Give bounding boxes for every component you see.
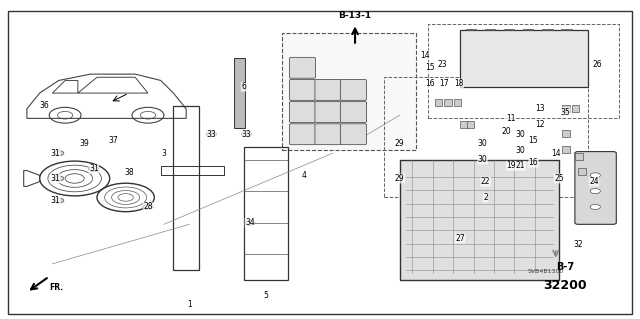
Text: 19: 19 <box>506 161 516 170</box>
Circle shape <box>207 132 217 137</box>
Text: 31: 31 <box>89 165 99 174</box>
FancyBboxPatch shape <box>399 160 559 280</box>
Text: B-7: B-7 <box>556 262 574 272</box>
Text: 32200: 32200 <box>543 279 587 293</box>
FancyBboxPatch shape <box>460 30 588 87</box>
Text: 39: 39 <box>79 139 89 148</box>
FancyBboxPatch shape <box>315 102 341 122</box>
Text: 22: 22 <box>481 177 490 186</box>
Bar <box>460 121 468 128</box>
Circle shape <box>590 189 600 194</box>
Bar <box>562 130 570 137</box>
Circle shape <box>54 176 64 181</box>
Text: 35: 35 <box>561 108 570 116</box>
Text: 31: 31 <box>51 149 60 158</box>
Bar <box>444 99 452 106</box>
Text: 21: 21 <box>516 161 525 170</box>
Text: B-13-1: B-13-1 <box>339 11 372 20</box>
Bar <box>234 58 246 128</box>
Text: 20: 20 <box>501 127 511 136</box>
Text: 6: 6 <box>241 82 246 91</box>
FancyBboxPatch shape <box>340 79 367 100</box>
Text: 31: 31 <box>51 174 60 183</box>
Bar <box>454 99 461 106</box>
Text: 16: 16 <box>425 79 435 88</box>
Text: 25: 25 <box>554 174 564 183</box>
Text: 33: 33 <box>207 130 216 139</box>
Text: 34: 34 <box>245 218 255 227</box>
Bar <box>384 77 588 197</box>
Text: 13: 13 <box>535 104 545 113</box>
Bar <box>435 99 442 106</box>
Text: 31: 31 <box>51 196 60 205</box>
Bar <box>575 152 582 160</box>
Text: 30: 30 <box>516 130 525 139</box>
Circle shape <box>590 173 600 178</box>
Bar <box>467 121 474 128</box>
Text: 24: 24 <box>589 177 599 186</box>
Circle shape <box>54 151 64 156</box>
Text: 27: 27 <box>456 234 465 243</box>
Circle shape <box>245 220 255 225</box>
Text: 3: 3 <box>161 149 166 158</box>
Text: 18: 18 <box>454 79 463 88</box>
Text: 29: 29 <box>395 174 404 183</box>
Text: 1: 1 <box>187 300 192 309</box>
Bar <box>282 33 415 150</box>
Text: 38: 38 <box>124 168 134 177</box>
Text: 15: 15 <box>425 63 435 72</box>
FancyBboxPatch shape <box>289 79 316 100</box>
Bar <box>562 146 570 153</box>
Circle shape <box>89 167 99 172</box>
Bar <box>562 105 570 112</box>
Circle shape <box>54 198 64 203</box>
Text: 12: 12 <box>535 120 545 129</box>
FancyBboxPatch shape <box>575 152 616 224</box>
Text: 14: 14 <box>420 51 430 60</box>
FancyBboxPatch shape <box>315 124 341 145</box>
Text: 30: 30 <box>516 145 525 154</box>
FancyBboxPatch shape <box>315 79 341 100</box>
Text: 2: 2 <box>483 193 488 202</box>
Text: 11: 11 <box>506 114 516 123</box>
FancyBboxPatch shape <box>340 124 367 145</box>
Text: 5: 5 <box>264 291 268 300</box>
Text: 30: 30 <box>477 155 488 164</box>
Text: 16: 16 <box>529 158 538 167</box>
Text: 23: 23 <box>438 60 447 69</box>
Text: 36: 36 <box>40 101 49 110</box>
Circle shape <box>590 204 600 210</box>
Text: 37: 37 <box>108 136 118 145</box>
Text: SVB4B1300: SVB4B1300 <box>528 269 564 274</box>
Text: 15: 15 <box>529 136 538 145</box>
Text: 30: 30 <box>477 139 488 148</box>
Bar <box>572 105 579 112</box>
FancyBboxPatch shape <box>289 57 316 78</box>
Text: 4: 4 <box>301 171 307 180</box>
FancyBboxPatch shape <box>289 124 316 145</box>
Bar <box>428 24 620 118</box>
FancyBboxPatch shape <box>340 102 367 122</box>
Text: 28: 28 <box>143 203 153 211</box>
Text: 14: 14 <box>551 149 561 158</box>
Circle shape <box>143 204 153 210</box>
Bar <box>161 166 225 175</box>
Text: 17: 17 <box>440 79 449 88</box>
Text: 29: 29 <box>395 139 404 148</box>
Text: 26: 26 <box>593 60 602 69</box>
Circle shape <box>242 132 252 137</box>
Text: 33: 33 <box>242 130 252 139</box>
FancyBboxPatch shape <box>289 102 316 122</box>
Text: 32: 32 <box>573 241 583 249</box>
Bar <box>578 168 586 175</box>
Text: FR.: FR. <box>49 283 63 292</box>
